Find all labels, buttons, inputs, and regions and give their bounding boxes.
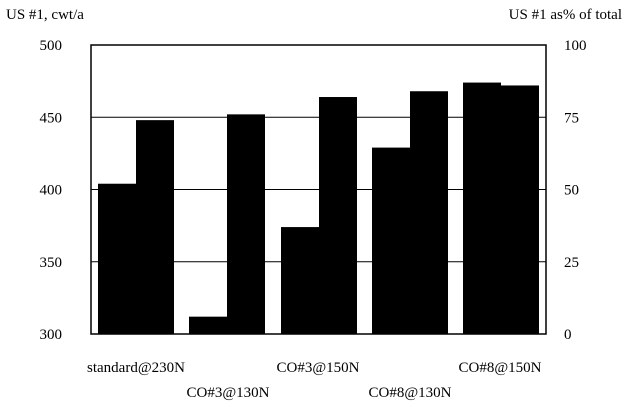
category-label: CO#3@150N [277,360,360,376]
bar-percent-1 [136,120,174,334]
bar-cwt-4 [372,147,410,334]
bars [98,82,539,335]
bar-percent-2 [227,114,265,334]
bar-percent-3 [319,97,357,335]
tick-labels: 3003504004505000255075100standard@230NCO… [40,38,587,401]
right-axis-title: US #1 as% of total [509,7,622,23]
left-tick-label: 350 [40,255,63,271]
right-tick-label: 25 [564,255,579,271]
right-tick-label: 50 [564,183,579,199]
right-tick-label: 75 [564,110,579,126]
bar-cwt-2 [189,316,227,334]
left-axis-title: US #1, cwt/a [6,7,84,23]
left-tick-label: 450 [40,110,63,126]
bar-cwt-5 [463,82,501,334]
bar-percent-4 [410,91,448,335]
category-label: CO#8@130N [369,385,452,401]
bar-percent-5 [501,85,539,335]
right-tick-label: 0 [564,327,572,343]
right-tick-label: 100 [564,38,587,54]
left-tick-label: 500 [40,38,63,54]
left-tick-label: 300 [40,327,63,343]
category-label: CO#8@150N [459,360,542,376]
category-label: CO#3@130N [187,385,270,401]
bar-cwt-3 [281,227,319,334]
left-tick-label: 400 [40,183,63,199]
bar-cwt-1 [98,183,136,334]
category-label: standard@230N [87,360,185,376]
plot-frame [90,44,547,335]
